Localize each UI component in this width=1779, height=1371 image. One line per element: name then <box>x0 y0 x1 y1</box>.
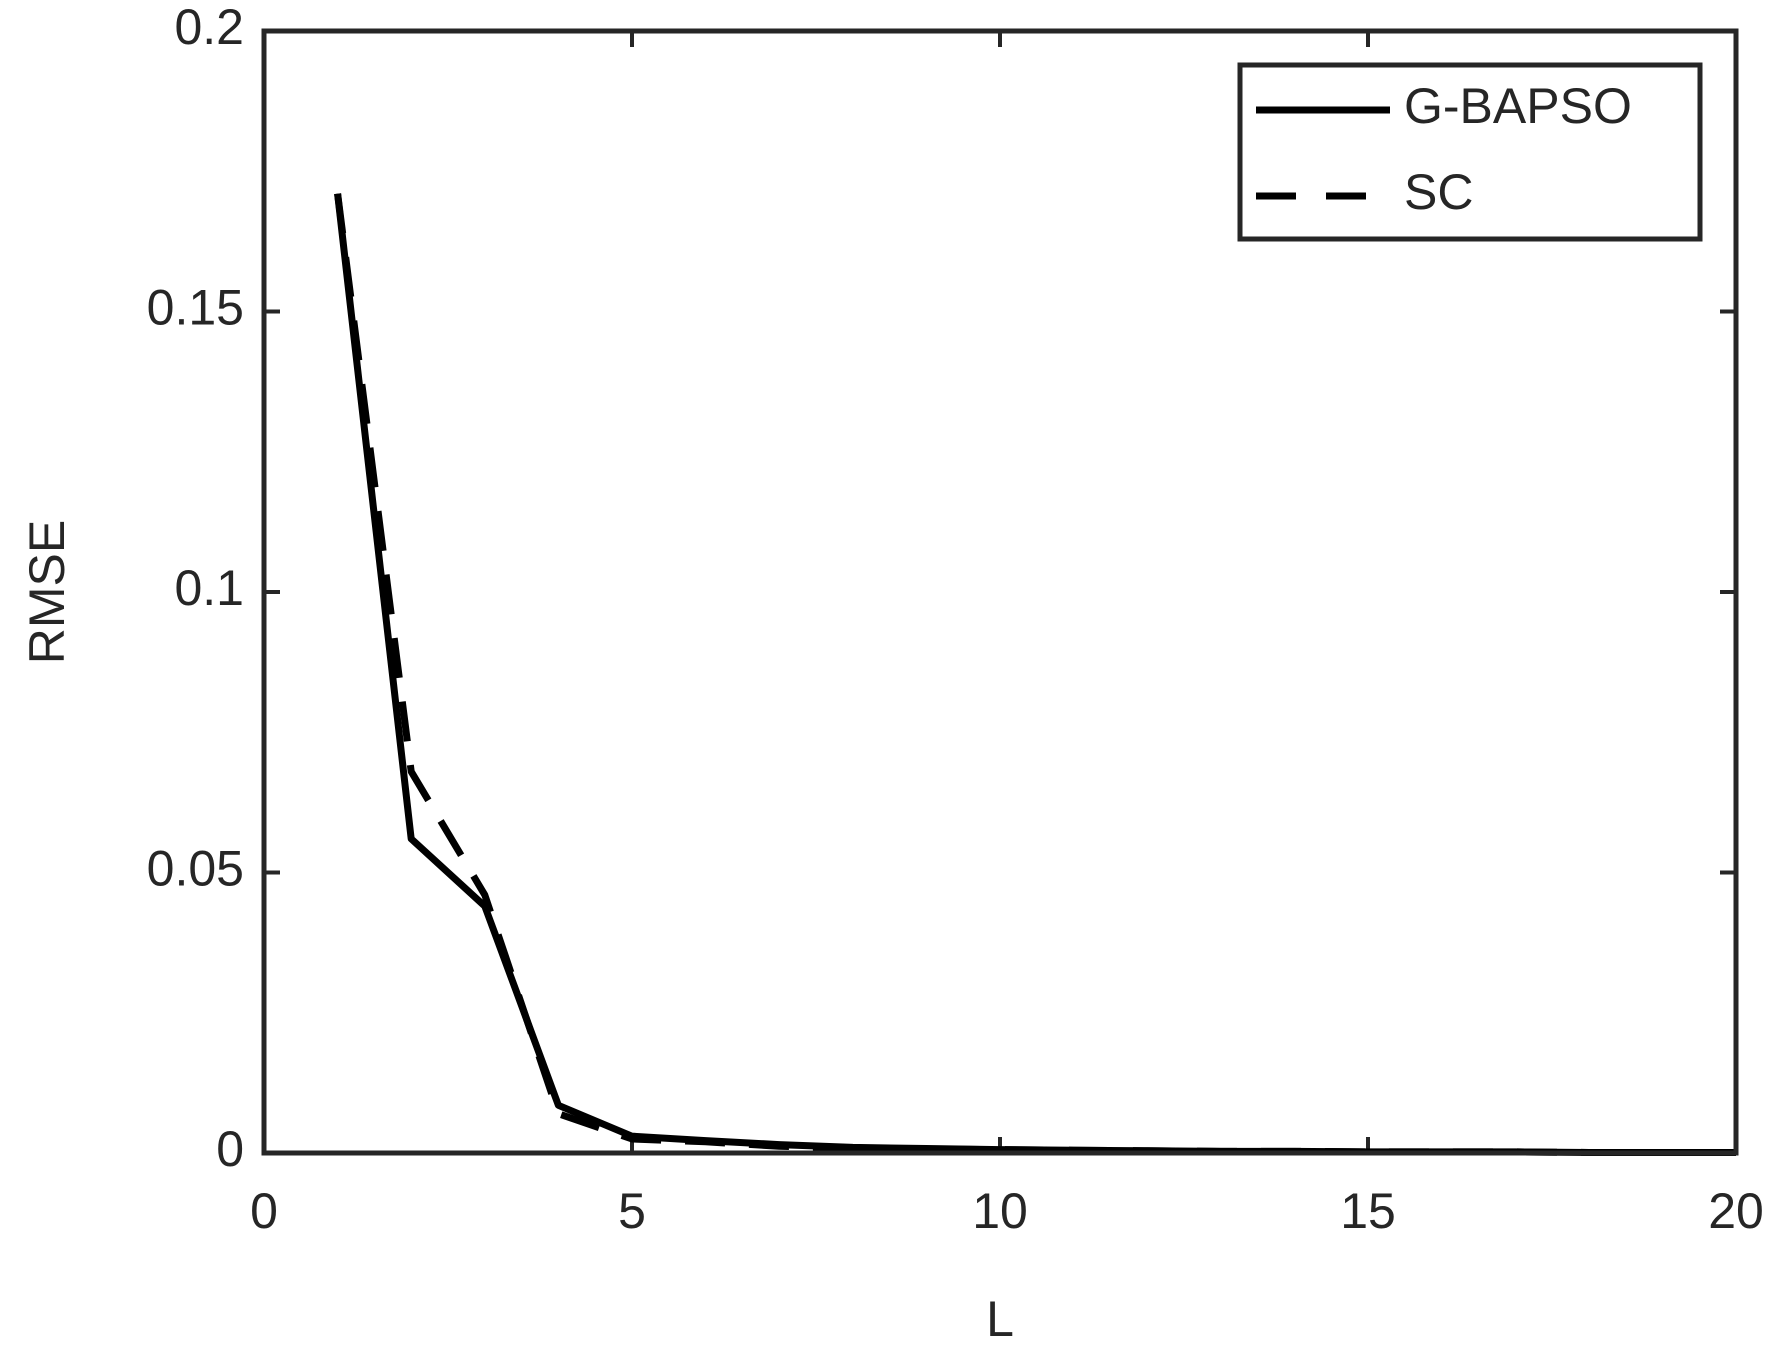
legend-box <box>1237 62 1703 242</box>
y-tick-label: 0.05 <box>147 841 244 897</box>
y-tick-label: 0.2 <box>174 0 244 55</box>
y-tick-label: 0.1 <box>174 560 244 616</box>
axes-box <box>261 28 1739 1156</box>
x-tick-label: 20 <box>1708 1183 1764 1239</box>
y-tick-label: 0 <box>216 1121 244 1177</box>
line-series <box>334 193 1736 1156</box>
x-tick-label: 15 <box>1340 1183 1396 1239</box>
x-tick-label: 10 <box>972 1183 1028 1239</box>
x-tick-label: 5 <box>618 1183 646 1239</box>
legend-label: SC <box>1404 164 1473 220</box>
x-axis-label: L <box>986 1291 1014 1347</box>
y-axis-label: RMSE <box>19 520 75 664</box>
y-tick-label: 0.15 <box>147 280 244 336</box>
line-series <box>334 193 1736 1156</box>
legend-label: G-BAPSO <box>1404 78 1632 134</box>
x-tick-label: 0 <box>250 1183 278 1239</box>
